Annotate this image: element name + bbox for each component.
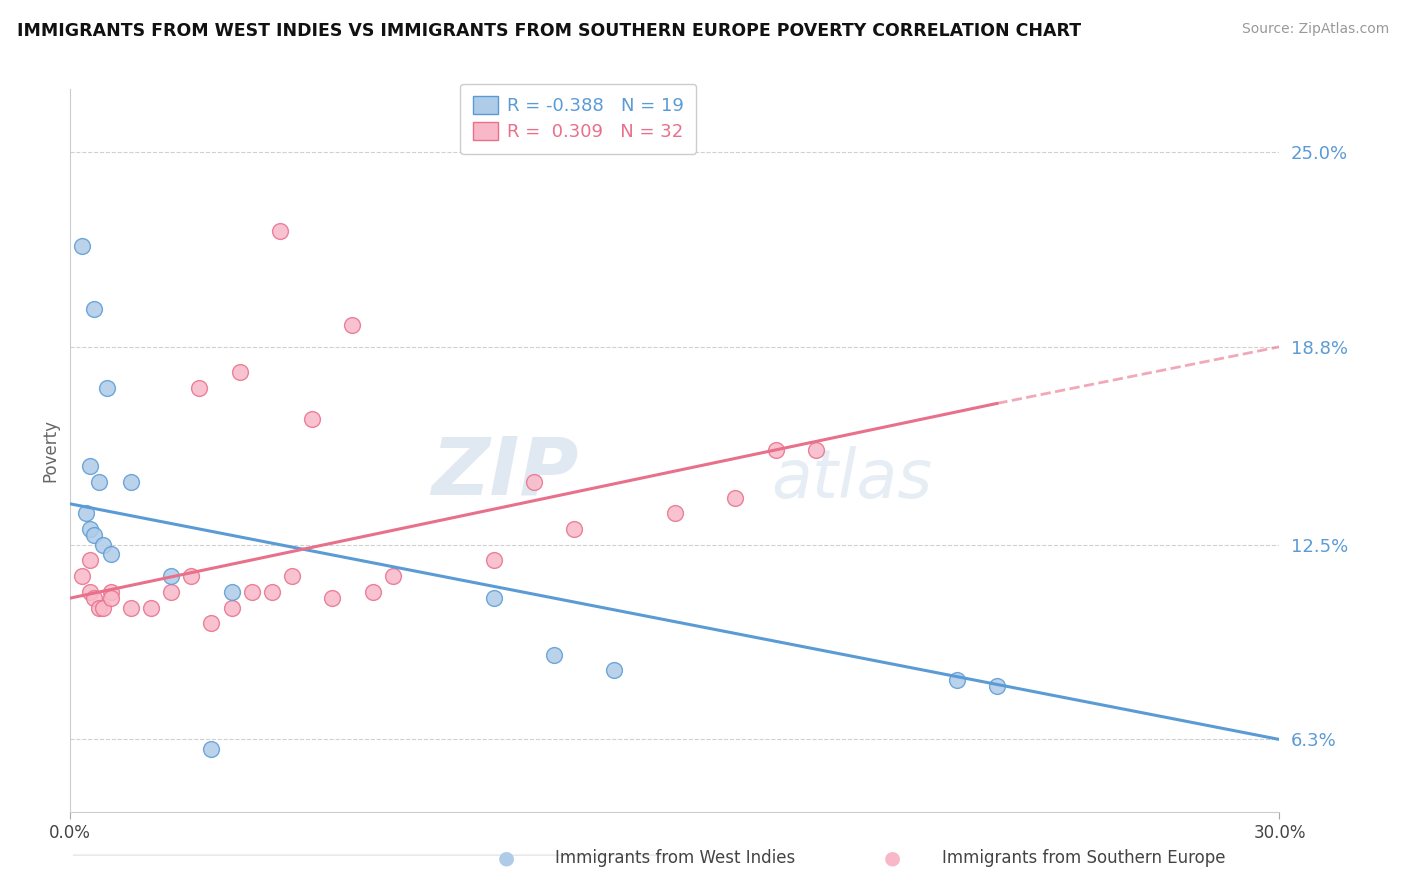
Text: Immigrants from Southern Europe: Immigrants from Southern Europe bbox=[942, 849, 1226, 867]
Point bbox=[281, 569, 304, 583]
Point bbox=[75, 506, 97, 520]
Point bbox=[269, 223, 291, 237]
Point bbox=[87, 600, 110, 615]
Text: ZIP: ZIP bbox=[430, 434, 578, 511]
Point bbox=[83, 528, 105, 542]
Point bbox=[200, 616, 222, 631]
Text: ●: ● bbox=[884, 848, 901, 868]
Point bbox=[120, 600, 142, 615]
Point bbox=[301, 412, 323, 426]
Point bbox=[180, 569, 202, 583]
Text: atlas: atlas bbox=[772, 446, 932, 512]
Point bbox=[91, 538, 114, 552]
Y-axis label: Poverty: Poverty bbox=[41, 419, 59, 482]
Point bbox=[188, 381, 211, 395]
Point bbox=[100, 547, 122, 561]
Point bbox=[523, 475, 546, 489]
Point bbox=[100, 591, 122, 606]
Point bbox=[482, 553, 505, 567]
Point bbox=[361, 584, 384, 599]
Text: Source: ZipAtlas.com: Source: ZipAtlas.com bbox=[1241, 22, 1389, 37]
Point bbox=[200, 742, 222, 756]
Point bbox=[160, 569, 183, 583]
Point bbox=[986, 679, 1008, 693]
Point bbox=[562, 522, 585, 536]
Point bbox=[96, 381, 118, 395]
Point bbox=[221, 600, 243, 615]
Point bbox=[79, 553, 101, 567]
Point bbox=[342, 318, 364, 332]
Point bbox=[664, 506, 686, 520]
Point bbox=[804, 443, 827, 458]
Text: Immigrants from West Indies: Immigrants from West Indies bbox=[555, 849, 796, 867]
Point bbox=[100, 584, 122, 599]
Point bbox=[946, 673, 969, 687]
Legend: R = -0.388   N = 19, R =  0.309   N = 32: R = -0.388 N = 19, R = 0.309 N = 32 bbox=[460, 84, 696, 154]
Point bbox=[240, 584, 263, 599]
Point bbox=[260, 584, 283, 599]
Point bbox=[83, 591, 105, 606]
Point bbox=[91, 600, 114, 615]
Point bbox=[120, 475, 142, 489]
Text: ●: ● bbox=[498, 848, 515, 868]
Point bbox=[543, 648, 565, 662]
Point bbox=[79, 584, 101, 599]
Point bbox=[72, 239, 94, 253]
Point bbox=[87, 475, 110, 489]
Point bbox=[321, 591, 343, 606]
Point bbox=[83, 302, 105, 317]
Point bbox=[228, 365, 250, 379]
Point bbox=[221, 584, 243, 599]
Point bbox=[160, 584, 183, 599]
Point bbox=[79, 459, 101, 474]
Point bbox=[139, 600, 162, 615]
Point bbox=[603, 664, 626, 678]
Point bbox=[381, 569, 404, 583]
Point bbox=[765, 443, 787, 458]
Point bbox=[79, 522, 101, 536]
Point bbox=[482, 591, 505, 606]
Point bbox=[724, 491, 747, 505]
Point bbox=[72, 569, 94, 583]
Text: IMMIGRANTS FROM WEST INDIES VS IMMIGRANTS FROM SOUTHERN EUROPE POVERTY CORRELATI: IMMIGRANTS FROM WEST INDIES VS IMMIGRANT… bbox=[17, 22, 1081, 40]
